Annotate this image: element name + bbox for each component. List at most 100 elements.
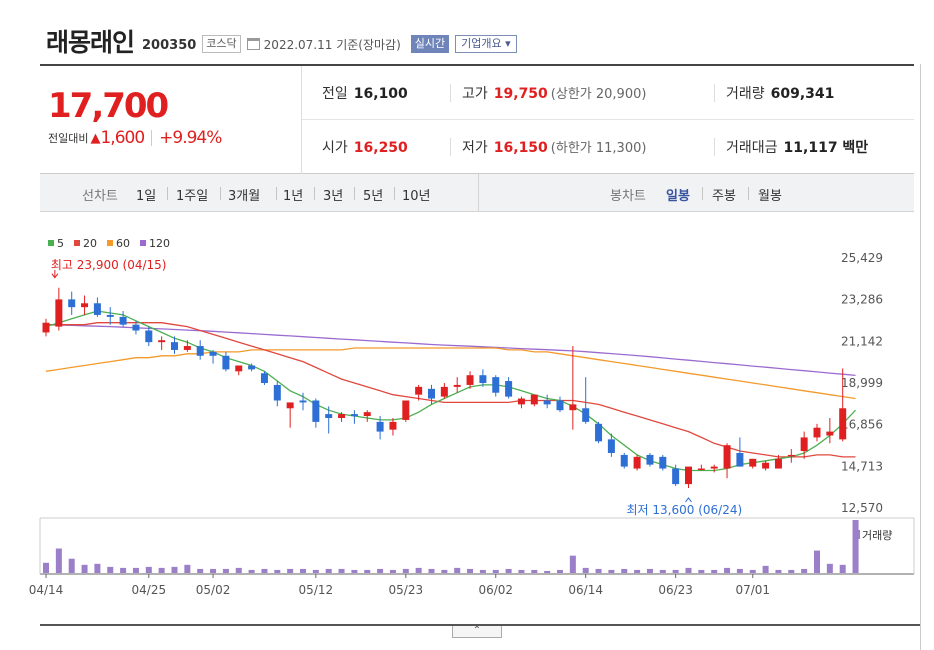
- market-badge: 코스닥: [202, 35, 241, 53]
- candle-monthly[interactable]: 월봉: [758, 189, 782, 204]
- y-tick-label: 18,999: [841, 376, 883, 390]
- volume-bar: [505, 568, 512, 573]
- volume-bar: [81, 564, 88, 573]
- candle-body: [286, 402, 294, 409]
- period-5y[interactable]: 5년: [363, 189, 384, 204]
- volume-legend-label: 거래량: [862, 529, 892, 542]
- selector-divider: [478, 174, 479, 212]
- volume-legend-swatch: [857, 530, 860, 539]
- volume-bar: [531, 569, 538, 573]
- volume-bar: [107, 566, 114, 573]
- price-row-1: 전일 16,100 고가 19,750 (상한가 20,900) 거래량 609,341: [302, 66, 914, 120]
- x-tick-label: 05/23: [389, 583, 424, 597]
- line-chart-title: 선차트: [82, 189, 118, 204]
- period-1w[interactable]: 1주일: [176, 189, 209, 204]
- volume-bar: [94, 563, 101, 573]
- period-divider: [220, 187, 221, 200]
- candle-body: [260, 373, 268, 383]
- volume-bar: [852, 520, 859, 573]
- y-tick-label: 25,429: [841, 251, 883, 265]
- open-value: 16,250: [353, 140, 408, 156]
- candle-body: [145, 330, 153, 343]
- volume-bar: [724, 567, 731, 573]
- cell-divider: [714, 84, 715, 102]
- candle-body: [325, 414, 333, 418]
- volume-bar: [171, 566, 178, 573]
- volume-bar: [415, 567, 422, 573]
- candle-body: [81, 303, 89, 308]
- candle-daily[interactable]: 일봉: [666, 189, 690, 204]
- volume-bar: [351, 569, 358, 573]
- period-divider: [354, 187, 355, 200]
- volume-bar: [43, 562, 49, 573]
- legend-swatch: [140, 240, 146, 246]
- candle-body: [749, 458, 757, 467]
- current-price: 17,700: [48, 86, 169, 126]
- volume-bar: [685, 567, 692, 573]
- volume-bar: [569, 555, 576, 573]
- volume-bar: [389, 569, 396, 573]
- volume-bar: [300, 568, 306, 573]
- candle-body: [543, 400, 551, 405]
- candle-body: [415, 386, 423, 395]
- period-1d[interactable]: 1일: [136, 189, 157, 204]
- candle-body: [312, 400, 320, 422]
- candle-body: [106, 314, 114, 317]
- volume-bar: [158, 567, 165, 573]
- volume: 거래량 609,341: [726, 83, 834, 103]
- legend-swatch: [74, 240, 80, 246]
- x-tick-label: 06/02: [478, 583, 513, 597]
- candle-body: [350, 414, 358, 417]
- candle-body: [440, 386, 448, 397]
- candle-body: [595, 423, 603, 442]
- candle-body: [723, 445, 731, 469]
- ma120-line: [45, 324, 856, 377]
- cell-divider: [450, 84, 451, 102]
- candle-chart-title: 봉차트: [610, 189, 646, 204]
- x-tick-label: 06/14: [568, 583, 603, 597]
- candle-weekly[interactable]: 주봉: [712, 189, 736, 204]
- stock-name: 래몽래인: [46, 28, 135, 57]
- volume-bar: [402, 568, 409, 573]
- candle-body: [222, 355, 230, 370]
- volume-bar: [736, 568, 743, 573]
- period-3m[interactable]: 3개월: [228, 189, 261, 204]
- candle-body: [402, 400, 410, 420]
- volume-bar: [454, 567, 461, 573]
- volume-bar: [788, 569, 795, 573]
- candle-body: [158, 340, 166, 343]
- legend-label: 5: [57, 237, 64, 250]
- candle-body: [800, 437, 808, 452]
- collapse-toggle-button[interactable]: ⌃: [452, 626, 502, 638]
- calendar-icon: [246, 38, 260, 50]
- realtime-button[interactable]: 실시간: [410, 35, 450, 53]
- volume-bar: [428, 568, 435, 573]
- base-date: 2022.07.11 기준(장마감): [263, 37, 401, 52]
- ma5-line: [45, 310, 856, 472]
- candlestick-chart[interactable]: 5 20 60 120 25,429 23,286 21,142 18,999 16,856 14…: [0, 212, 934, 630]
- company-overview-button[interactable]: 기업개요 ▾: [455, 35, 517, 53]
- candle-body: [736, 452, 744, 467]
- volume-bar: [659, 569, 666, 573]
- period-3y[interactable]: 3년: [323, 189, 344, 204]
- candle-body: [453, 384, 461, 387]
- volume-bar: [826, 563, 833, 573]
- period-1y[interactable]: 1년: [283, 189, 304, 204]
- volume-bar: [132, 567, 139, 573]
- change-divider: [151, 130, 153, 146]
- candle-body: [517, 398, 525, 405]
- candle-body: [376, 421, 384, 432]
- lower-limit: (하한가 11,300): [550, 141, 647, 156]
- change-value: 1,600: [100, 128, 145, 148]
- x-tick-label: 07/01: [735, 583, 770, 597]
- volume-bar: [595, 568, 602, 573]
- volume-label: 거래량: [726, 86, 765, 102]
- volume-bar: [492, 569, 499, 573]
- volume-bar: [377, 568, 384, 573]
- volume-bar: [749, 569, 756, 573]
- candle-body: [42, 322, 50, 333]
- current-price-box: 17,700 전일대비 ▲ 1,600 +9.94%: [40, 66, 302, 174]
- legend-label: 120: [149, 237, 170, 250]
- period-10y[interactable]: 10년: [402, 189, 431, 204]
- volume-bar: [582, 567, 589, 573]
